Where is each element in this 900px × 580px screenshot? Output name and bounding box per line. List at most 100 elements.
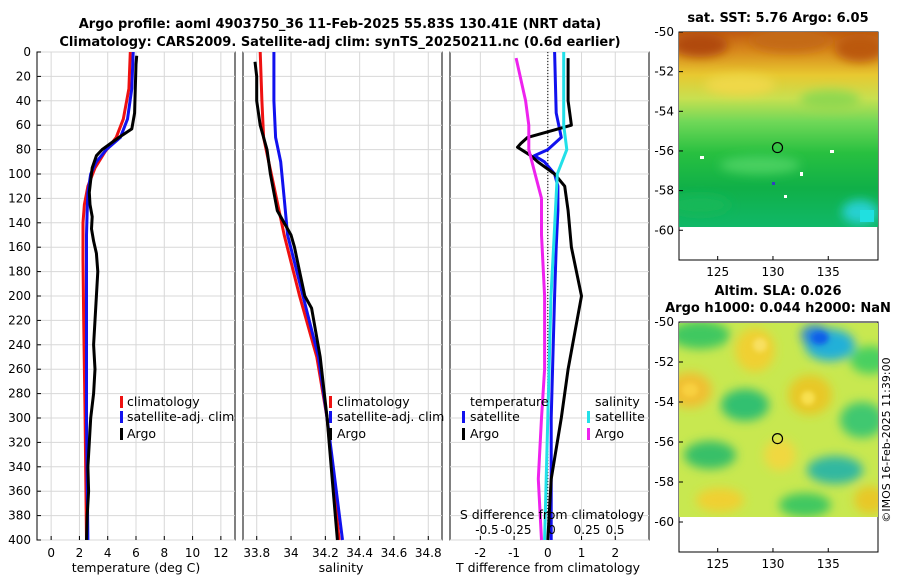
y-tick-label: 140 — [8, 216, 31, 230]
x-tick-label: 1 — [578, 546, 586, 560]
legend-satellite-swatch — [329, 411, 332, 423]
y-tick-label: 400 — [8, 533, 31, 547]
map-y-tick-label: -60 — [654, 515, 674, 529]
t-difference-xlabel: T difference from climatology — [455, 560, 641, 575]
legend-t-argo-swatch — [462, 428, 465, 440]
legend-s-satellite-label: satellite — [595, 409, 645, 424]
sla-map-title-line2: Argo h1000: 0.044 h2000: NaN — [665, 301, 891, 316]
map-x-tick-label: 125 — [706, 557, 729, 571]
x-tick-label: 0 — [544, 546, 552, 560]
map-y-tick-label: -56 — [654, 435, 674, 449]
y-tick-label: 60 — [16, 118, 31, 132]
top-x-tick-label: 0.25 — [574, 523, 601, 537]
argo-location-marker — [771, 141, 784, 154]
x-tick-label: -1 — [508, 546, 520, 560]
argo-location-marker — [771, 433, 784, 445]
y-tick-label: 240 — [8, 338, 31, 352]
y-tick-label: 100 — [8, 167, 31, 181]
legend-argo-swatch — [120, 428, 123, 440]
x-tick-label: 4 — [104, 546, 112, 560]
map-y-tick-label: -54 — [654, 395, 674, 409]
temperature-panel: 0 2 4 6 8 10 12 0 20 40 60 80 100 120 140 160 180 200 220… — [8, 45, 236, 575]
legend-climatology-label: climatology — [127, 394, 200, 409]
s-difference-xlabel: S difference from climatology — [460, 507, 645, 522]
y-tick-label: 220 — [8, 313, 31, 327]
legend-salinity-title: salinity — [595, 394, 640, 409]
series-line-argo — [253, 61, 339, 541]
legend-s-satellite-swatch — [587, 411, 590, 423]
legend-climatology-swatch — [120, 396, 123, 408]
legend-climatology-swatch — [329, 396, 332, 408]
sla-field — [679, 323, 878, 517]
map-y-tick-label: -50 — [654, 315, 674, 329]
legend-satellite-swatch — [120, 411, 123, 423]
legend-climatology-label: climatology — [337, 394, 410, 409]
difference-panel: -2 -1 0 1 2 -0.5 -0.25 0 0.25 0.5 S difference f… — [449, 51, 650, 575]
y-tick-label: 200 — [8, 289, 31, 303]
map-x-tick-label: 125 — [706, 265, 729, 279]
x-tick-label: 34.8 — [415, 546, 442, 560]
y-tick-label: 40 — [16, 94, 31, 108]
x-tick-label: 10 — [185, 546, 200, 560]
series-line-s-satellite — [543, 52, 569, 541]
top-x-tick-label: -0.25 — [500, 523, 531, 537]
x-tick-label: 12 — [213, 546, 228, 560]
y-tick-label: 260 — [8, 362, 31, 376]
series-line-t-argo — [516, 58, 583, 541]
map-x-tick-label: 135 — [817, 557, 840, 571]
legend-s-argo-label: Argo — [595, 426, 624, 441]
difference-legend: temperature satellite Argo salinity sate… — [462, 394, 645, 441]
temperature-legend: climatology satellite-adj. clim Argo — [120, 394, 234, 441]
top-x-tick-label: 0.5 — [605, 523, 624, 537]
x-tick-label: 2 — [76, 546, 84, 560]
series-line-argo — [85, 55, 139, 541]
map-y-tick-label: -52 — [654, 65, 674, 79]
figure-title-line1: Argo profile: aoml 4903750_36 11-Feb-202… — [79, 17, 601, 32]
figure-title-line2: Climatology: CARS2009. Satellite-adj cli… — [59, 35, 620, 50]
y-tick-label: 300 — [8, 411, 31, 425]
x-tick-label: 34 — [283, 546, 298, 560]
y-tick-label: 160 — [8, 240, 31, 254]
legend-argo-label: Argo — [127, 426, 156, 441]
legend-t-satellite-swatch — [462, 411, 465, 423]
y-tick-label: 360 — [8, 484, 31, 498]
map-x-tick-label: 135 — [817, 265, 840, 279]
y-tick-label: 180 — [8, 265, 31, 279]
map-y-tick-label: -54 — [654, 104, 674, 118]
map-x-tick-label: 130 — [762, 557, 785, 571]
sst-gradient — [679, 32, 878, 227]
legend-satellite-label: satellite-adj. clim — [337, 409, 444, 424]
sla-map-title-line1: Altim. SLA: 0.026 — [715, 284, 842, 299]
sst-map-title: sat. SST: 5.76 Argo: 6.05 — [687, 11, 868, 26]
map-y-tick-label: -58 — [654, 184, 674, 198]
x-tick-label: 34.4 — [346, 546, 373, 560]
y-tick-label: 380 — [8, 509, 31, 523]
legend-t-argo-label: Argo — [470, 426, 499, 441]
top-x-tick-label: 0 — [548, 523, 556, 537]
map-y-tick-label: -50 — [654, 25, 674, 39]
salinity-panel: 33.8 34 34.2 34.4 34.6 34.8 salinity climatol… — [242, 51, 444, 575]
y-tick-label: 340 — [8, 460, 31, 474]
map-y-tick-label: -52 — [654, 355, 674, 369]
map-y-tick-label: -56 — [654, 144, 674, 158]
y-tick-label: 280 — [8, 387, 31, 401]
x-tick-label: 33.8 — [243, 546, 270, 560]
x-tick-label: 6 — [132, 546, 140, 560]
map-x-tick-label: 130 — [762, 265, 785, 279]
x-tick-label: 34.2 — [312, 546, 339, 560]
copyright-stamp: ©IMOS 16-Feb-2025 11:39:00 — [880, 357, 893, 522]
sst-field — [679, 32, 878, 227]
sst-map-panel: sat. SST: 5.76 Argo: 6.05 125 130 135 - — [654, 11, 879, 279]
legend-argo-swatch — [329, 428, 332, 440]
legend-satellite-label: satellite-adj. clim — [127, 409, 234, 424]
y-tick-label: 20 — [16, 69, 31, 83]
x-tick-label: 0 — [47, 546, 55, 560]
y-tick-label: 320 — [8, 435, 31, 449]
x-tick-label: 8 — [160, 546, 168, 560]
sla-map-panel: Altim. SLA: 0.026 Argo h1000: 0.044 h200… — [654, 284, 890, 571]
legend-s-argo-swatch — [587, 428, 590, 440]
x-tick-label: 34.6 — [381, 546, 408, 560]
map-y-tick-label: -58 — [654, 475, 674, 489]
y-tick-label: 120 — [8, 191, 31, 205]
